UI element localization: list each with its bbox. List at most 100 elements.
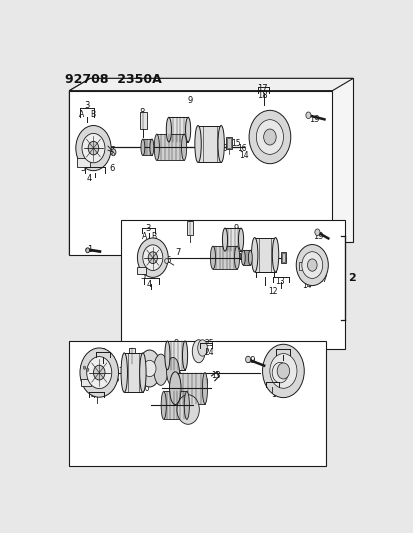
Text: 3: 3 xyxy=(145,224,150,232)
Text: 7: 7 xyxy=(109,146,114,155)
Text: 17: 17 xyxy=(317,275,328,284)
Text: 10: 10 xyxy=(236,253,246,262)
Ellipse shape xyxy=(217,125,224,163)
Ellipse shape xyxy=(166,117,171,142)
Circle shape xyxy=(305,112,310,118)
Polygon shape xyxy=(212,246,237,269)
Text: 24: 24 xyxy=(204,348,213,357)
Ellipse shape xyxy=(171,373,177,404)
Ellipse shape xyxy=(169,372,180,405)
Text: 20: 20 xyxy=(140,384,150,393)
Ellipse shape xyxy=(184,391,189,419)
Text: 18: 18 xyxy=(307,269,316,278)
Circle shape xyxy=(83,366,85,369)
Bar xyxy=(298,262,304,270)
Polygon shape xyxy=(69,91,332,255)
Text: 6: 6 xyxy=(114,375,119,384)
Text: 3: 3 xyxy=(100,348,105,357)
Ellipse shape xyxy=(197,340,207,356)
Bar xyxy=(226,138,230,148)
Text: 9: 9 xyxy=(187,95,192,104)
Bar xyxy=(81,379,91,386)
Text: 8: 8 xyxy=(187,220,192,229)
Text: 92708  2350A: 92708 2350A xyxy=(64,73,161,86)
Text: 13: 13 xyxy=(211,370,220,379)
Circle shape xyxy=(137,238,168,277)
Circle shape xyxy=(88,141,99,155)
Ellipse shape xyxy=(138,350,160,387)
Circle shape xyxy=(112,152,114,156)
Text: 6: 6 xyxy=(165,256,170,265)
Text: B: B xyxy=(105,356,110,365)
Text: 22: 22 xyxy=(155,374,164,382)
Text: A: A xyxy=(138,246,143,255)
Circle shape xyxy=(93,365,105,380)
Polygon shape xyxy=(243,251,250,265)
Polygon shape xyxy=(174,373,204,404)
Text: 4: 4 xyxy=(147,280,152,289)
Circle shape xyxy=(164,259,168,263)
Ellipse shape xyxy=(192,340,204,363)
Text: A: A xyxy=(81,132,85,141)
Ellipse shape xyxy=(166,358,179,386)
Ellipse shape xyxy=(241,251,244,265)
Ellipse shape xyxy=(248,251,252,265)
Text: B: B xyxy=(293,364,298,373)
Text: 19: 19 xyxy=(308,115,319,124)
Text: 11: 11 xyxy=(167,144,176,154)
Circle shape xyxy=(148,252,157,264)
Circle shape xyxy=(269,353,296,388)
Circle shape xyxy=(301,252,322,278)
Circle shape xyxy=(86,357,112,389)
Bar xyxy=(77,158,90,167)
Ellipse shape xyxy=(272,238,278,272)
Polygon shape xyxy=(254,238,275,272)
Polygon shape xyxy=(69,78,90,255)
Text: 18: 18 xyxy=(256,92,266,101)
Text: 10: 10 xyxy=(199,377,209,386)
Circle shape xyxy=(76,126,111,171)
Circle shape xyxy=(307,259,316,271)
Ellipse shape xyxy=(181,134,186,160)
Ellipse shape xyxy=(251,238,257,272)
Text: 12: 12 xyxy=(171,409,181,418)
Circle shape xyxy=(263,129,275,145)
Ellipse shape xyxy=(182,341,187,370)
Ellipse shape xyxy=(121,353,127,392)
Circle shape xyxy=(143,360,156,377)
Text: 15: 15 xyxy=(297,260,306,269)
Circle shape xyxy=(111,149,116,156)
Text: 14: 14 xyxy=(301,281,311,290)
Bar xyxy=(69,341,325,466)
Ellipse shape xyxy=(139,353,146,392)
Text: 6: 6 xyxy=(109,164,114,173)
Text: 14: 14 xyxy=(239,151,249,160)
Text: 5: 5 xyxy=(84,383,90,392)
Circle shape xyxy=(142,245,162,270)
Ellipse shape xyxy=(153,354,168,385)
Text: 4: 4 xyxy=(90,391,95,400)
Text: A: A xyxy=(141,232,147,241)
Circle shape xyxy=(249,110,290,164)
Circle shape xyxy=(82,133,104,163)
Circle shape xyxy=(86,368,89,372)
Polygon shape xyxy=(69,78,352,91)
Text: 17: 17 xyxy=(256,84,266,93)
Text: 12: 12 xyxy=(267,287,277,296)
Text: 23: 23 xyxy=(172,372,181,381)
Text: 7: 7 xyxy=(118,367,123,376)
Text: 3: 3 xyxy=(84,101,90,109)
Bar xyxy=(280,252,285,263)
Text: A: A xyxy=(86,365,91,374)
Text: 11: 11 xyxy=(250,247,260,256)
Text: 5: 5 xyxy=(140,272,145,281)
Ellipse shape xyxy=(202,373,207,404)
Text: 18: 18 xyxy=(280,364,290,373)
Text: 16: 16 xyxy=(237,144,246,154)
Text: 2: 2 xyxy=(347,273,355,284)
Polygon shape xyxy=(167,341,185,370)
Ellipse shape xyxy=(238,228,243,251)
Ellipse shape xyxy=(222,228,227,251)
Polygon shape xyxy=(124,353,142,392)
Polygon shape xyxy=(163,391,186,419)
